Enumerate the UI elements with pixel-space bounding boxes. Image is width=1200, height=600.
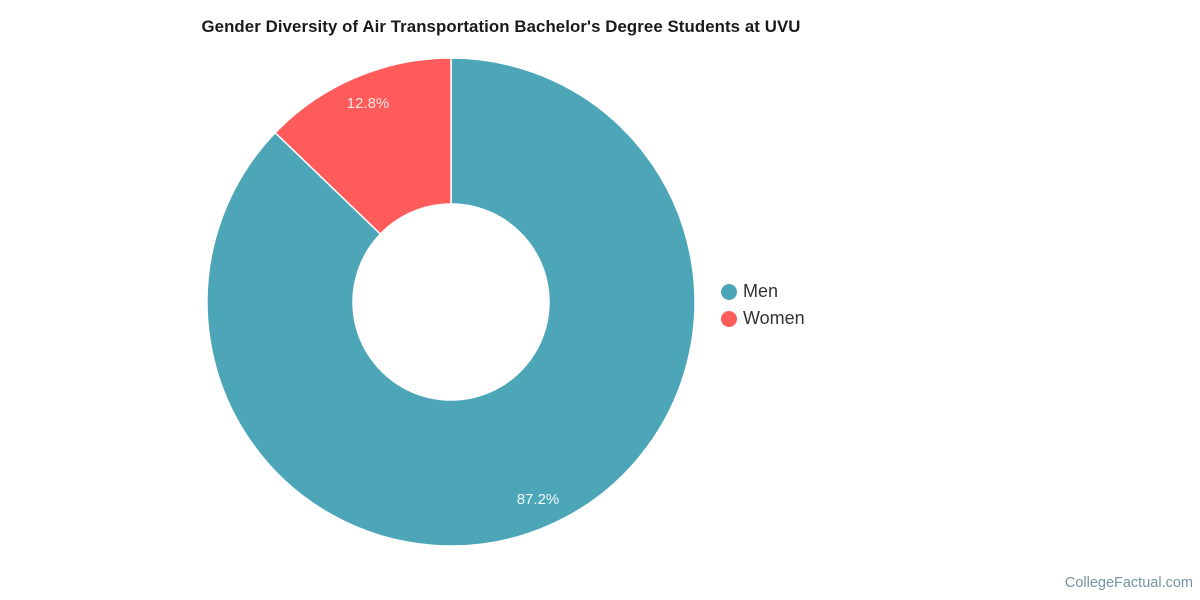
- svg-text:87.2%: 87.2%: [517, 491, 560, 508]
- svg-text:12.8%: 12.8%: [347, 95, 390, 112]
